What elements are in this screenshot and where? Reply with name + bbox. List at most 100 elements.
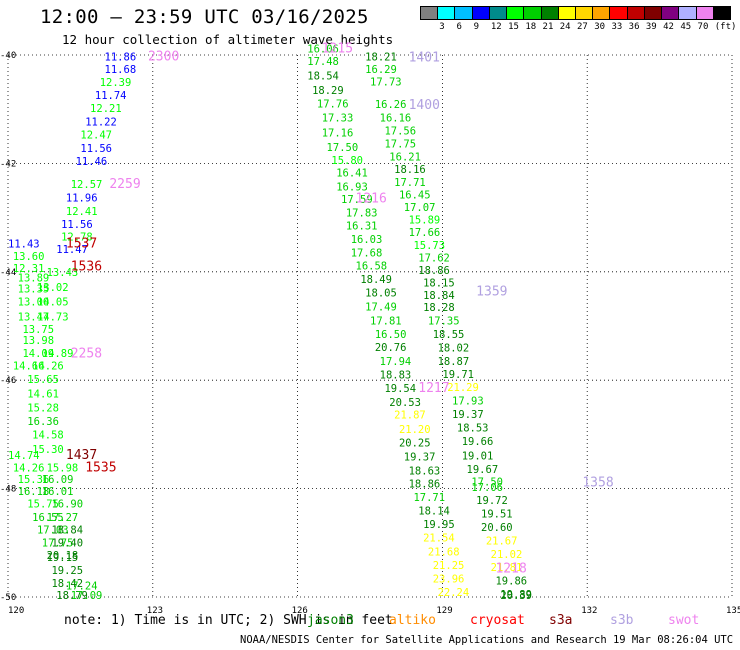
wave-height-value: 12.39	[100, 77, 132, 89]
wave-height-value: 18.87	[438, 356, 470, 368]
wave-height-value: 16.03	[351, 234, 383, 246]
color-scale-label: 39	[645, 22, 657, 32]
pass-time-label: 1218	[495, 562, 526, 577]
color-scale-label: 70	[697, 22, 709, 32]
wave-height-value: 18.21	[365, 51, 397, 63]
wave-height-value: 17.83	[346, 208, 378, 220]
wave-height-value: 20.60	[481, 522, 513, 534]
wave-height-value: 17.59	[341, 194, 373, 206]
wave-height-value: 21.02	[491, 549, 523, 561]
wave-height-value: 11.46	[76, 156, 108, 168]
color-scale-label: 24	[559, 22, 571, 32]
wave-height-value: 18.05	[365, 288, 397, 300]
wave-height-value: 18.54	[307, 70, 339, 82]
wave-height-value: 20.53	[389, 397, 421, 409]
wave-height-value: 18.55	[433, 329, 465, 341]
wave-height-value: 16.93	[336, 182, 368, 194]
wave-height-value: 19.15	[47, 552, 79, 564]
pass-time-label: 1400	[409, 98, 440, 113]
wave-height-value: 13.35	[18, 283, 50, 295]
wave-height-value: 19.37	[452, 409, 484, 421]
satellite-label-jason3: jason3	[307, 613, 354, 628]
wave-height-value: 14.26	[32, 360, 64, 372]
wave-height-value: 17.03	[37, 525, 69, 537]
color-scale-labels: 3 6 9 12 15 18 21 24 27 30 33 36 39 42 45 70 (ft)	[420, 22, 736, 34]
wave-height-value: 18.86	[418, 265, 450, 277]
wave-height-value: 15.73	[413, 240, 445, 252]
wave-height-value: 23.96	[433, 573, 465, 585]
wave-height-value: 15.28	[27, 403, 59, 415]
wave-height-value: 16.21	[389, 152, 421, 164]
wave-height-value: 17.81	[370, 315, 402, 327]
wave-height-value: 15.80	[331, 155, 363, 167]
wave-height-value: 11.86	[105, 51, 137, 63]
color-swatch	[712, 6, 731, 20]
wave-height-value: 17.27	[47, 512, 79, 524]
color-scale-label: 3	[439, 22, 445, 32]
wave-height-value: 16.36	[27, 416, 59, 428]
wave-height-value: 18.53	[457, 423, 489, 435]
wave-height-value: 21.81	[491, 562, 523, 574]
wave-height-value: 17.68	[351, 248, 383, 260]
wave-height-value: 21.25	[433, 560, 465, 572]
wave-height-value: 16.41	[336, 167, 368, 179]
wave-height-value: 12.57	[71, 179, 103, 191]
wave-height-value: 15.30	[32, 444, 64, 456]
wave-height-value: 14.61	[27, 389, 59, 401]
wave-height-value: 14.09	[22, 348, 54, 360]
wave-height-value: 13.98	[22, 335, 54, 347]
pass-time-label: 1217	[418, 381, 449, 396]
footer-note: note: 1) Time is in UTC; 2) SWH is in fe…	[64, 613, 393, 628]
wave-height-value: 14.26	[13, 462, 45, 474]
wave-height-value: 18.84	[51, 525, 83, 537]
wave-height-value: 16.58	[356, 261, 388, 273]
color-scale-label: 36	[628, 22, 640, 32]
wave-height-value: 21.20	[399, 424, 431, 436]
x-tick-label: 123	[147, 606, 163, 616]
wave-height-value: 15.36	[18, 474, 50, 486]
wave-height-value: 14.74	[8, 450, 40, 462]
wave-height-value: 13.89	[18, 273, 50, 285]
satellite-label-altiko: altiko	[389, 613, 436, 628]
wave-height-value: 11.56	[80, 143, 112, 155]
wave-height-value: 11.22	[85, 116, 117, 128]
color-scale-label: 33	[611, 22, 623, 32]
pass-time-label: 1535	[85, 460, 116, 475]
color-scale-label: 45	[680, 22, 692, 32]
wave-height-value: 11.47	[56, 244, 88, 256]
wave-height-value: 16.45	[399, 190, 431, 202]
color-scale-label: (ft)	[714, 22, 737, 32]
wave-height-value: 13.60	[13, 251, 45, 263]
wave-height-value: 11.96	[66, 192, 98, 204]
wave-height-value: 20.76	[375, 342, 407, 354]
color-scale-label: 30	[594, 22, 606, 32]
wave-height-value: 18.02	[438, 342, 470, 354]
x-tick-label: 120	[8, 606, 24, 616]
pass-time-label: 1536	[71, 260, 102, 275]
color-scale-label: 12	[490, 22, 502, 32]
y-tick-label: -48	[0, 485, 16, 495]
wave-height-value: 18.42	[51, 578, 83, 590]
wave-height-value: 12.78	[61, 231, 93, 243]
pass-time-label: 2258	[71, 346, 102, 361]
footer-credit: NOAA/NESDIS Center for Satellite Applica…	[240, 634, 740, 646]
wave-height-value: 17.62	[418, 253, 450, 265]
pass-time-label: 1401	[409, 51, 440, 66]
wave-height-value: 15.75	[27, 499, 59, 511]
wave-height-value: 14.66	[13, 360, 45, 372]
wave-height-value: 19.67	[467, 464, 499, 476]
pass-time-label: 2259	[109, 177, 140, 192]
wave-height-value: 17.16	[322, 127, 354, 139]
wave-height-value: 18.28	[423, 302, 455, 314]
wave-height-value: 21.67	[486, 535, 518, 547]
x-tick-label: 132	[581, 606, 597, 616]
color-scale-label: 9	[473, 22, 480, 32]
wave-height-value: 17.75	[42, 538, 74, 550]
color-scale-label: 18	[525, 22, 537, 32]
wave-height-value: 16.18	[18, 486, 50, 498]
wave-height-value: 18.79	[56, 590, 88, 602]
y-tick-label: -50	[0, 593, 16, 603]
wave-height-value: 12.47	[80, 129, 112, 141]
